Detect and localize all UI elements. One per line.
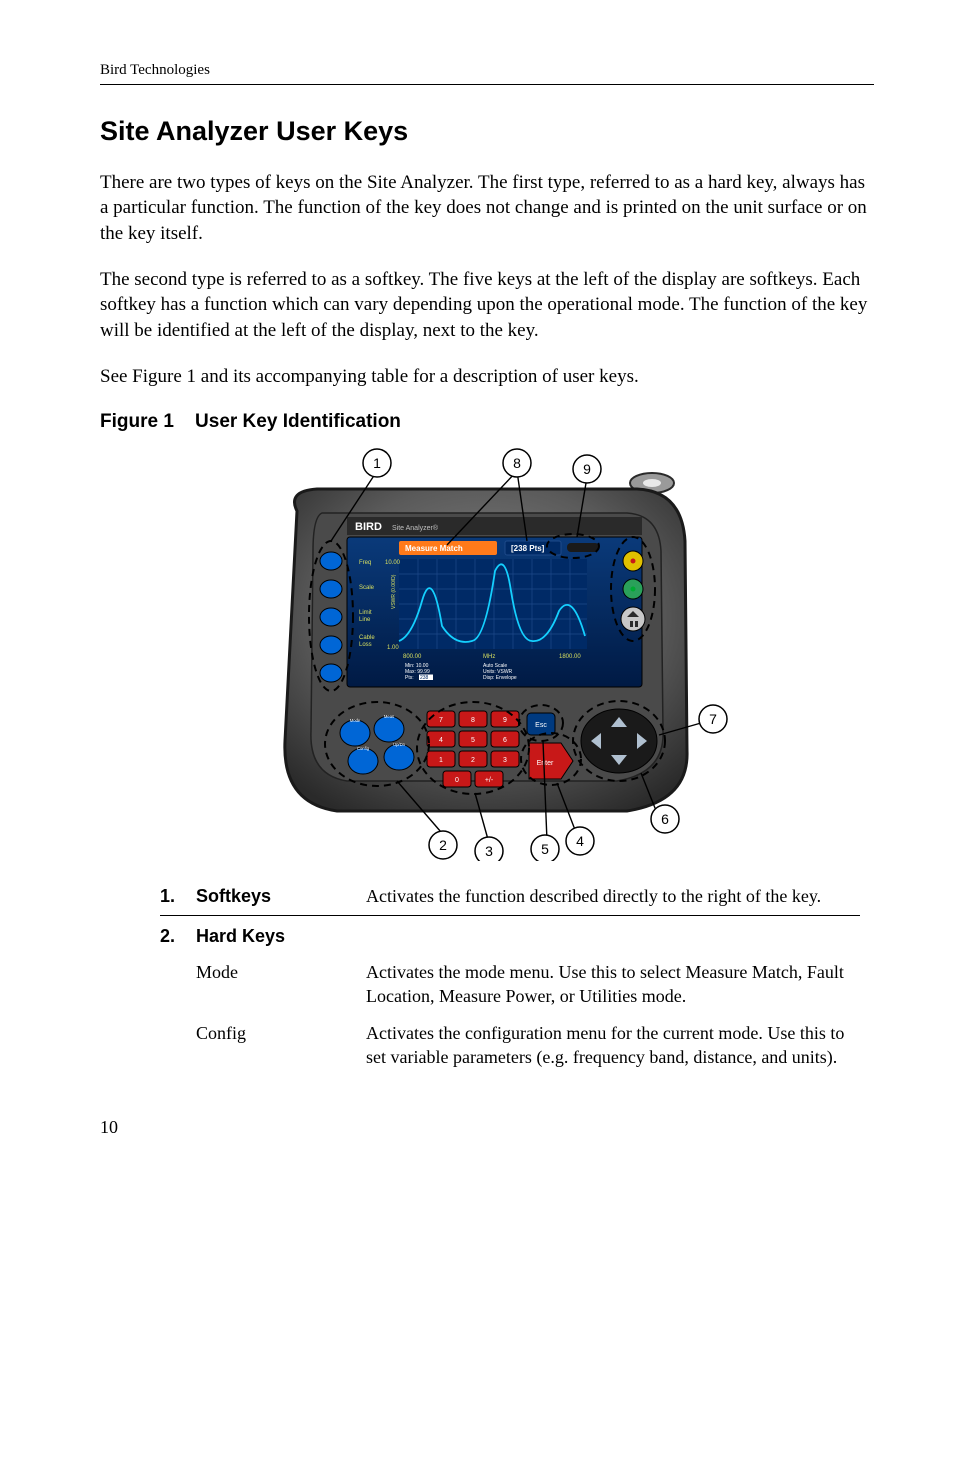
svg-text:5: 5 <box>471 737 475 744</box>
svg-text:Loss: Loss <box>359 642 372 648</box>
svg-text:Mode: Mode <box>350 718 361 723</box>
svg-text:Cable: Cable <box>359 635 375 641</box>
svg-text:10.00: 10.00 <box>385 560 401 566</box>
svg-text:3: 3 <box>503 757 507 764</box>
svg-text:7: 7 <box>709 711 717 727</box>
page-number: 10 <box>100 1115 874 1139</box>
svg-text:2: 2 <box>471 757 475 764</box>
svg-text:Line: Line <box>359 617 371 623</box>
svg-text:[238 Pts]: [238 Pts] <box>511 544 545 553</box>
figure-caption: Figure 1 User Key Identification <box>100 409 874 435</box>
svg-text:9: 9 <box>583 461 591 477</box>
svg-text:1.00: 1.00 <box>387 645 399 651</box>
svg-text:1800.00: 1800.00 <box>559 654 581 660</box>
row-label: Mode <box>196 954 366 1015</box>
row-label: Config <box>196 1015 366 1076</box>
key-table: 1. Softkeys Activates the function descr… <box>160 878 860 1075</box>
svg-text:7: 7 <box>439 717 443 724</box>
svg-text:3: 3 <box>485 843 493 859</box>
svg-text:2: 2 <box>439 837 447 853</box>
table-row: 2. Hard Keys <box>160 915 860 954</box>
body-para-3: See Figure 1 and its accompanying table … <box>100 364 874 390</box>
svg-text:Disp: Envelope: Disp: Envelope <box>483 675 517 681</box>
device-illustration: BIRD Site Analyzer® Measure Match [238 P… <box>227 441 747 861</box>
svg-text:6: 6 <box>661 811 669 827</box>
svg-text:800.00: 800.00 <box>403 654 422 660</box>
svg-text:9: 9 <box>503 717 507 724</box>
row-label: Softkeys <box>196 878 366 915</box>
svg-text:BIRD: BIRD <box>355 521 382 533</box>
svg-text:6: 6 <box>503 737 507 744</box>
svg-text:Config: Config <box>357 746 370 751</box>
row-desc: Activates the configuration menu for the… <box>366 1015 860 1076</box>
svg-text:Pts:: Pts: <box>405 675 414 681</box>
svg-text:VSWR (0.00/D): VSWR (0.00/D) <box>391 574 397 609</box>
table-row: 1. Softkeys Activates the function descr… <box>160 878 860 915</box>
row-num: 2. <box>160 915 196 954</box>
figure-caption-prefix: Figure 1 <box>100 411 174 432</box>
svg-text:1: 1 <box>373 455 381 471</box>
svg-text:+/-: +/- <box>485 777 494 784</box>
svg-text:238: 238 <box>420 675 429 681</box>
figure-caption-title: User Key Identification <box>195 411 401 432</box>
header-rule <box>100 84 874 85</box>
row-desc: Activates the function described directl… <box>366 878 860 915</box>
svg-text:0: 0 <box>455 777 459 784</box>
figure-wrap: BIRD Site Analyzer® Measure Match [238 P… <box>100 441 874 869</box>
running-header: Bird Technologies <box>100 60 874 80</box>
svg-text:Enter: Enter <box>537 760 554 767</box>
row-num: 1. <box>160 878 196 915</box>
row-label: Hard Keys <box>196 915 366 954</box>
svg-text:Esc: Esc <box>535 722 547 729</box>
svg-text:4: 4 <box>439 737 443 744</box>
table-row: Config Activates the configuration menu … <box>160 1015 860 1076</box>
svg-text:5: 5 <box>541 841 549 857</box>
svg-text:Freq: Freq <box>359 560 371 566</box>
svg-text:MHz: MHz <box>483 654 495 660</box>
row-desc <box>366 915 860 954</box>
body-para-1: There are two types of keys on the Site … <box>100 170 874 247</box>
row-desc: Activates the mode menu. Use this to sel… <box>366 954 860 1015</box>
svg-text:Up/Dn: Up/Dn <box>393 742 406 747</box>
section-title: Site Analyzer User Keys <box>100 113 874 149</box>
svg-text:Site Analyzer®: Site Analyzer® <box>392 524 439 532</box>
table-row: Mode Activates the mode menu. Use this t… <box>160 954 860 1015</box>
body-para-2: The second type is referred to as a soft… <box>100 267 874 344</box>
svg-text:4: 4 <box>576 833 584 849</box>
row-num <box>160 1015 196 1076</box>
svg-text:Limit: Limit <box>359 610 372 616</box>
svg-text:Measure Match: Measure Match <box>405 544 463 553</box>
svg-text:8: 8 <box>513 455 521 471</box>
svg-text:8: 8 <box>471 717 475 724</box>
svg-text:1: 1 <box>439 757 443 764</box>
svg-text:Meas: Meas <box>384 714 394 719</box>
row-num <box>160 954 196 1015</box>
svg-text:Scale: Scale <box>359 585 375 591</box>
